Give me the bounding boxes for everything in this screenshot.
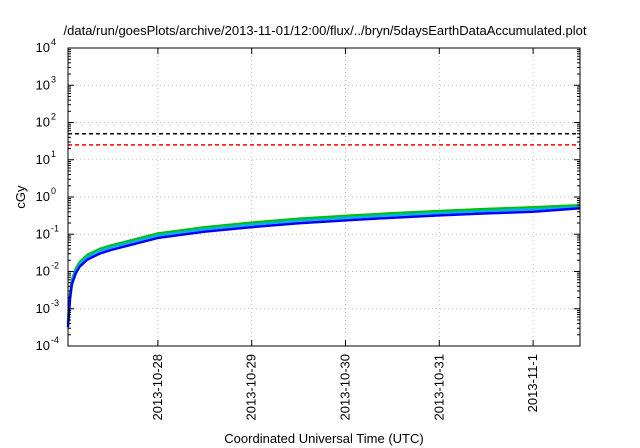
y-tick-label-base: 10 bbox=[36, 264, 50, 279]
y-tick-label-exponent: -4 bbox=[51, 335, 59, 345]
series-lines bbox=[66, 204, 581, 328]
reference-lines bbox=[68, 132, 580, 146]
y-tick-label-base: 10 bbox=[36, 115, 50, 130]
y-tick-label-exponent: 1 bbox=[51, 149, 56, 159]
y-tick-label: 10 -3 bbox=[36, 298, 59, 316]
y-tick-label: 10 0 bbox=[36, 186, 56, 204]
y-tick-label-exponent: 0 bbox=[51, 186, 56, 196]
series-line bbox=[66, 206, 581, 328]
x-axis: 2013-10-28 2013-10-29 2013-10-30 2013-10-31… bbox=[150, 48, 540, 421]
y-tick-label-exponent: 2 bbox=[51, 112, 56, 122]
y-tick-label-exponent: -1 bbox=[51, 223, 59, 233]
y-tick-label: 10 4 bbox=[36, 37, 56, 55]
chart-title: /data/run/goesPlots/archive/2013-11-01/1… bbox=[64, 23, 587, 38]
y-tick-label: 10 2 bbox=[36, 112, 56, 130]
x-tick-label: 2013-10-31 bbox=[431, 354, 446, 421]
y-tick-label-base: 10 bbox=[36, 152, 50, 167]
y-tick-label-base: 10 bbox=[36, 77, 50, 92]
grid bbox=[68, 48, 580, 346]
y-tick-label-exponent: -2 bbox=[51, 261, 59, 271]
y-tick-label-exponent: -3 bbox=[51, 298, 59, 308]
y-tick-label-base: 10 bbox=[36, 338, 50, 353]
y-tick-label: 10 -2 bbox=[36, 261, 59, 279]
y-tick-label: 10 3 bbox=[36, 74, 56, 92]
x-tick-label: 2013-10-29 bbox=[244, 354, 259, 421]
y-tick-label: 10 -4 bbox=[36, 335, 59, 353]
y-axis-label: cGy bbox=[13, 185, 28, 209]
y-tick-label: 10 -1 bbox=[36, 223, 59, 241]
y-tick-label-exponent: 4 bbox=[51, 37, 56, 47]
y-tick-label-base: 10 bbox=[36, 301, 50, 316]
y-tick-label-base: 10 bbox=[36, 40, 50, 55]
x-tick-label: 2013-10-28 bbox=[150, 354, 165, 421]
x-tick-label: 2013-11-1 bbox=[525, 354, 540, 412]
y-tick-label: 10 1 bbox=[36, 149, 56, 167]
y-tick-label-base: 10 bbox=[36, 189, 50, 204]
y-tick-label-base: 10 bbox=[36, 226, 50, 241]
x-axis-label: Coordinated Universal Time (UTC) bbox=[224, 431, 423, 446]
y-tick-label-exponent: 3 bbox=[51, 74, 56, 84]
series-line bbox=[66, 205, 581, 324]
x-tick-label: 2013-10-30 bbox=[337, 354, 352, 421]
